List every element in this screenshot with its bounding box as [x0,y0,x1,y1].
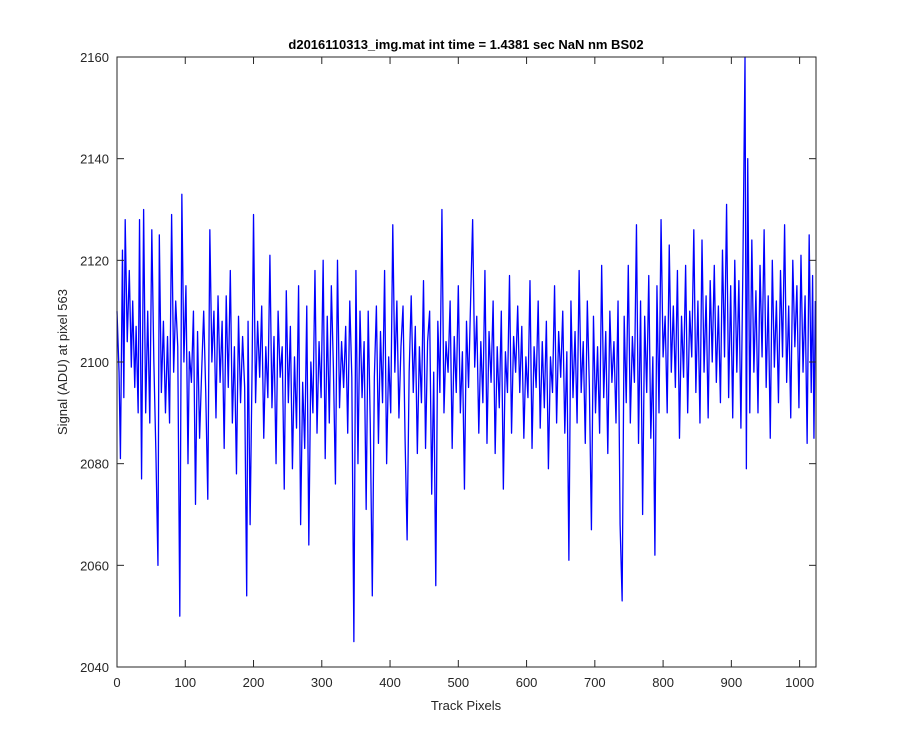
series-line [116,56,816,643]
y-tick-label: 2100 [80,355,109,370]
y-tick-label: 2080 [80,457,109,472]
x-tick-label: 300 [311,675,333,690]
chart-title: d2016110313_img.mat int time = 1.4381 se… [288,37,643,52]
ticks-layer: 0 100 200 300 400 500 600 700 800 900 1000 2040 2060… [80,50,816,690]
y-tick-label: 2040 [80,660,109,675]
x-tick-label: 1000 [785,675,814,690]
x-tick-label: 600 [516,675,538,690]
y-tick-label: 2160 [80,50,109,65]
plot-frame [116,56,817,668]
x-tick-label: 400 [379,675,401,690]
x-tick-label: 500 [447,675,469,690]
x-tick-label: 900 [721,675,743,690]
y-tick-label: 2060 [80,558,109,573]
y-axis-label: Signal (ADU) at pixel 563 [55,289,70,435]
x-axis-label: Track Pixels [431,698,502,713]
x-tick-label: 800 [652,675,674,690]
x-tick-label: 100 [174,675,196,690]
x-tick-label: 200 [243,675,265,690]
y-tick-label: 2120 [80,253,109,268]
x-tick-label: 700 [584,675,606,690]
x-tick-label: 0 [113,675,120,690]
series-layer [116,56,816,643]
y-tick-label: 2140 [80,152,109,167]
